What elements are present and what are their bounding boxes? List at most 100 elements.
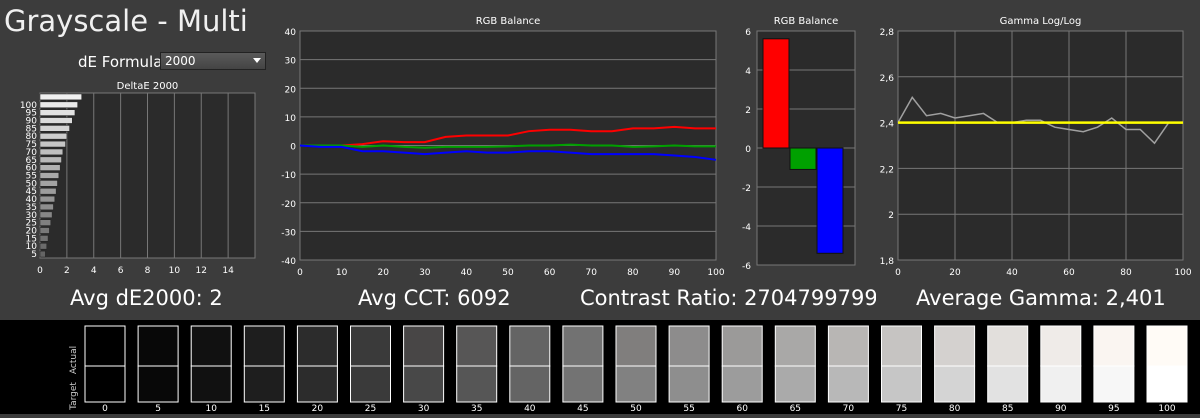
swatch-target: [774, 365, 816, 403]
de-y-tick: 5: [31, 250, 37, 260]
de-bar: [39, 117, 73, 124]
swatch-label: 55: [683, 404, 694, 414]
swatch-target: [668, 365, 710, 403]
gamma-series-line: [897, 96, 1183, 145]
de-bar: [39, 180, 58, 187]
swatch-target: [934, 365, 976, 403]
rgb-bar-y-tick: -2: [742, 184, 751, 194]
swatch-actual: [137, 325, 179, 367]
actual-row-label: Actual: [69, 346, 79, 374]
de-x-tick: 6: [118, 266, 124, 276]
de-y-tick: 90: [26, 117, 38, 127]
rgb-bar-R: [762, 38, 790, 149]
swatch-target: [721, 365, 763, 403]
page-title: Grayscale - Multi: [4, 4, 248, 38]
swatch-target: [881, 365, 922, 403]
swatch-label: 0: [102, 404, 108, 414]
rgb-line-x-tick: 40: [461, 268, 473, 278]
rgb-line-y-tick: 10: [285, 114, 297, 124]
swatch-actual: [934, 325, 976, 367]
de-bar: [39, 250, 46, 258]
swatch-label: 70: [843, 404, 855, 414]
de-y-tick: 30: [26, 211, 38, 221]
gamma-x-tick: 20: [949, 268, 961, 278]
de-x-tick: 8: [145, 266, 151, 276]
rgb-bar-y-tick: 4: [745, 67, 751, 77]
de-chart-title: DeltaE 2000: [117, 81, 179, 92]
swatch-target: [509, 365, 551, 403]
rgb-line-title: RGB Balance: [476, 16, 541, 27]
rgb-line-y-tick: -40: [281, 257, 296, 267]
swatch-target: [562, 365, 604, 403]
swatch-actual: [721, 325, 763, 367]
de-y-tick: 25: [26, 219, 37, 229]
de-bar: [39, 101, 78, 108]
de-y-tick: 50: [26, 179, 38, 189]
de-x-tick: 14: [222, 266, 234, 276]
swatch-label: 40: [524, 404, 536, 414]
de-x-tick: 10: [169, 266, 181, 276]
rgb-line-y-tick: 20: [285, 85, 297, 95]
swatch-label: 95: [1108, 404, 1119, 414]
swatch-actual: [827, 325, 869, 367]
swatch-label: 50: [630, 404, 642, 414]
gamma-y-tick: 2: [888, 211, 894, 221]
swatch-target: [350, 365, 391, 403]
target-row-label: Target: [69, 382, 79, 411]
rgb-series-line-1: [300, 143, 716, 149]
rgb-line-x-tick: 100: [707, 268, 724, 278]
gamma-plot-area: [897, 30, 1184, 261]
de-y-tick: 40: [26, 195, 38, 205]
gamma-y-tick: 2,8: [880, 28, 895, 38]
de-y-tick: 35: [26, 203, 37, 213]
rgb-bar-B: [816, 147, 844, 254]
gamma-x-tick: 0: [895, 268, 901, 278]
avg-de-readout: Avg dE2000: 2: [70, 286, 223, 310]
de-y-tick: 70: [26, 148, 38, 158]
de-formula-select[interactable]: 2000: [160, 52, 266, 70]
swatch-label: 20: [312, 404, 324, 414]
rgb-line-y-tick: -10: [281, 171, 296, 181]
de-bar: [39, 93, 82, 101]
rgb-bar-y-tick: 0: [745, 145, 751, 155]
swatch-label: 10: [205, 404, 217, 414]
swatch-target: [137, 365, 179, 403]
de-y-tick: 45: [26, 187, 37, 197]
de-bar: [39, 133, 68, 140]
swatch-target: [827, 365, 869, 403]
de-y-tick: 65: [26, 156, 37, 166]
swatch-label: 85: [1002, 404, 1013, 414]
gamma-y-tick: 2,4: [880, 120, 895, 130]
rgb-line-x-tick: 60: [544, 268, 556, 278]
gamma-y-tick: 1,8: [880, 257, 895, 267]
de-y-tick: 95: [26, 109, 37, 119]
swatch-actual: [774, 325, 816, 367]
swatch-label: 60: [736, 404, 748, 414]
swatch-target: [296, 365, 338, 403]
swatch-target: [987, 365, 1029, 403]
swatch-target: [403, 365, 445, 403]
gamma-x-tick: 40: [1006, 268, 1018, 278]
rgb-bar-y-tick: -6: [742, 262, 751, 272]
avg-cct-readout: Avg CCT: 6092: [358, 286, 511, 310]
gamma-x-tick: 80: [1120, 268, 1132, 278]
swatch-svg: Actual Target 0 5 10 15 20 25 30 35 40 45 50 55 60 65 70…: [69, 325, 1188, 414]
de-y-tick: 55: [26, 172, 37, 182]
swatch-actual: [84, 325, 126, 367]
swatch-actual: [615, 325, 657, 367]
gamma-x-tick: 100: [1174, 268, 1191, 278]
swatch-actual: [296, 325, 338, 367]
swatch-label: 35: [471, 404, 482, 414]
contrast-ratio-readout: Contrast Ratio: 270479979988: [580, 286, 876, 310]
swatch-actual: [190, 325, 232, 367]
rgb-line-y-tick: 40: [285, 28, 297, 38]
de-bar: [39, 188, 57, 195]
rgb-line-x-tick: 10: [336, 268, 348, 278]
rgb-bar-y-tick: -4: [742, 223, 751, 233]
rgb-line-x-tick: 80: [627, 268, 639, 278]
de-y-tick: 20: [26, 227, 38, 237]
swatch-label: 5: [155, 404, 161, 414]
de-y-tick: 85: [26, 124, 37, 134]
swatch-label: 30: [418, 404, 430, 414]
swatch-actual: [562, 325, 604, 367]
